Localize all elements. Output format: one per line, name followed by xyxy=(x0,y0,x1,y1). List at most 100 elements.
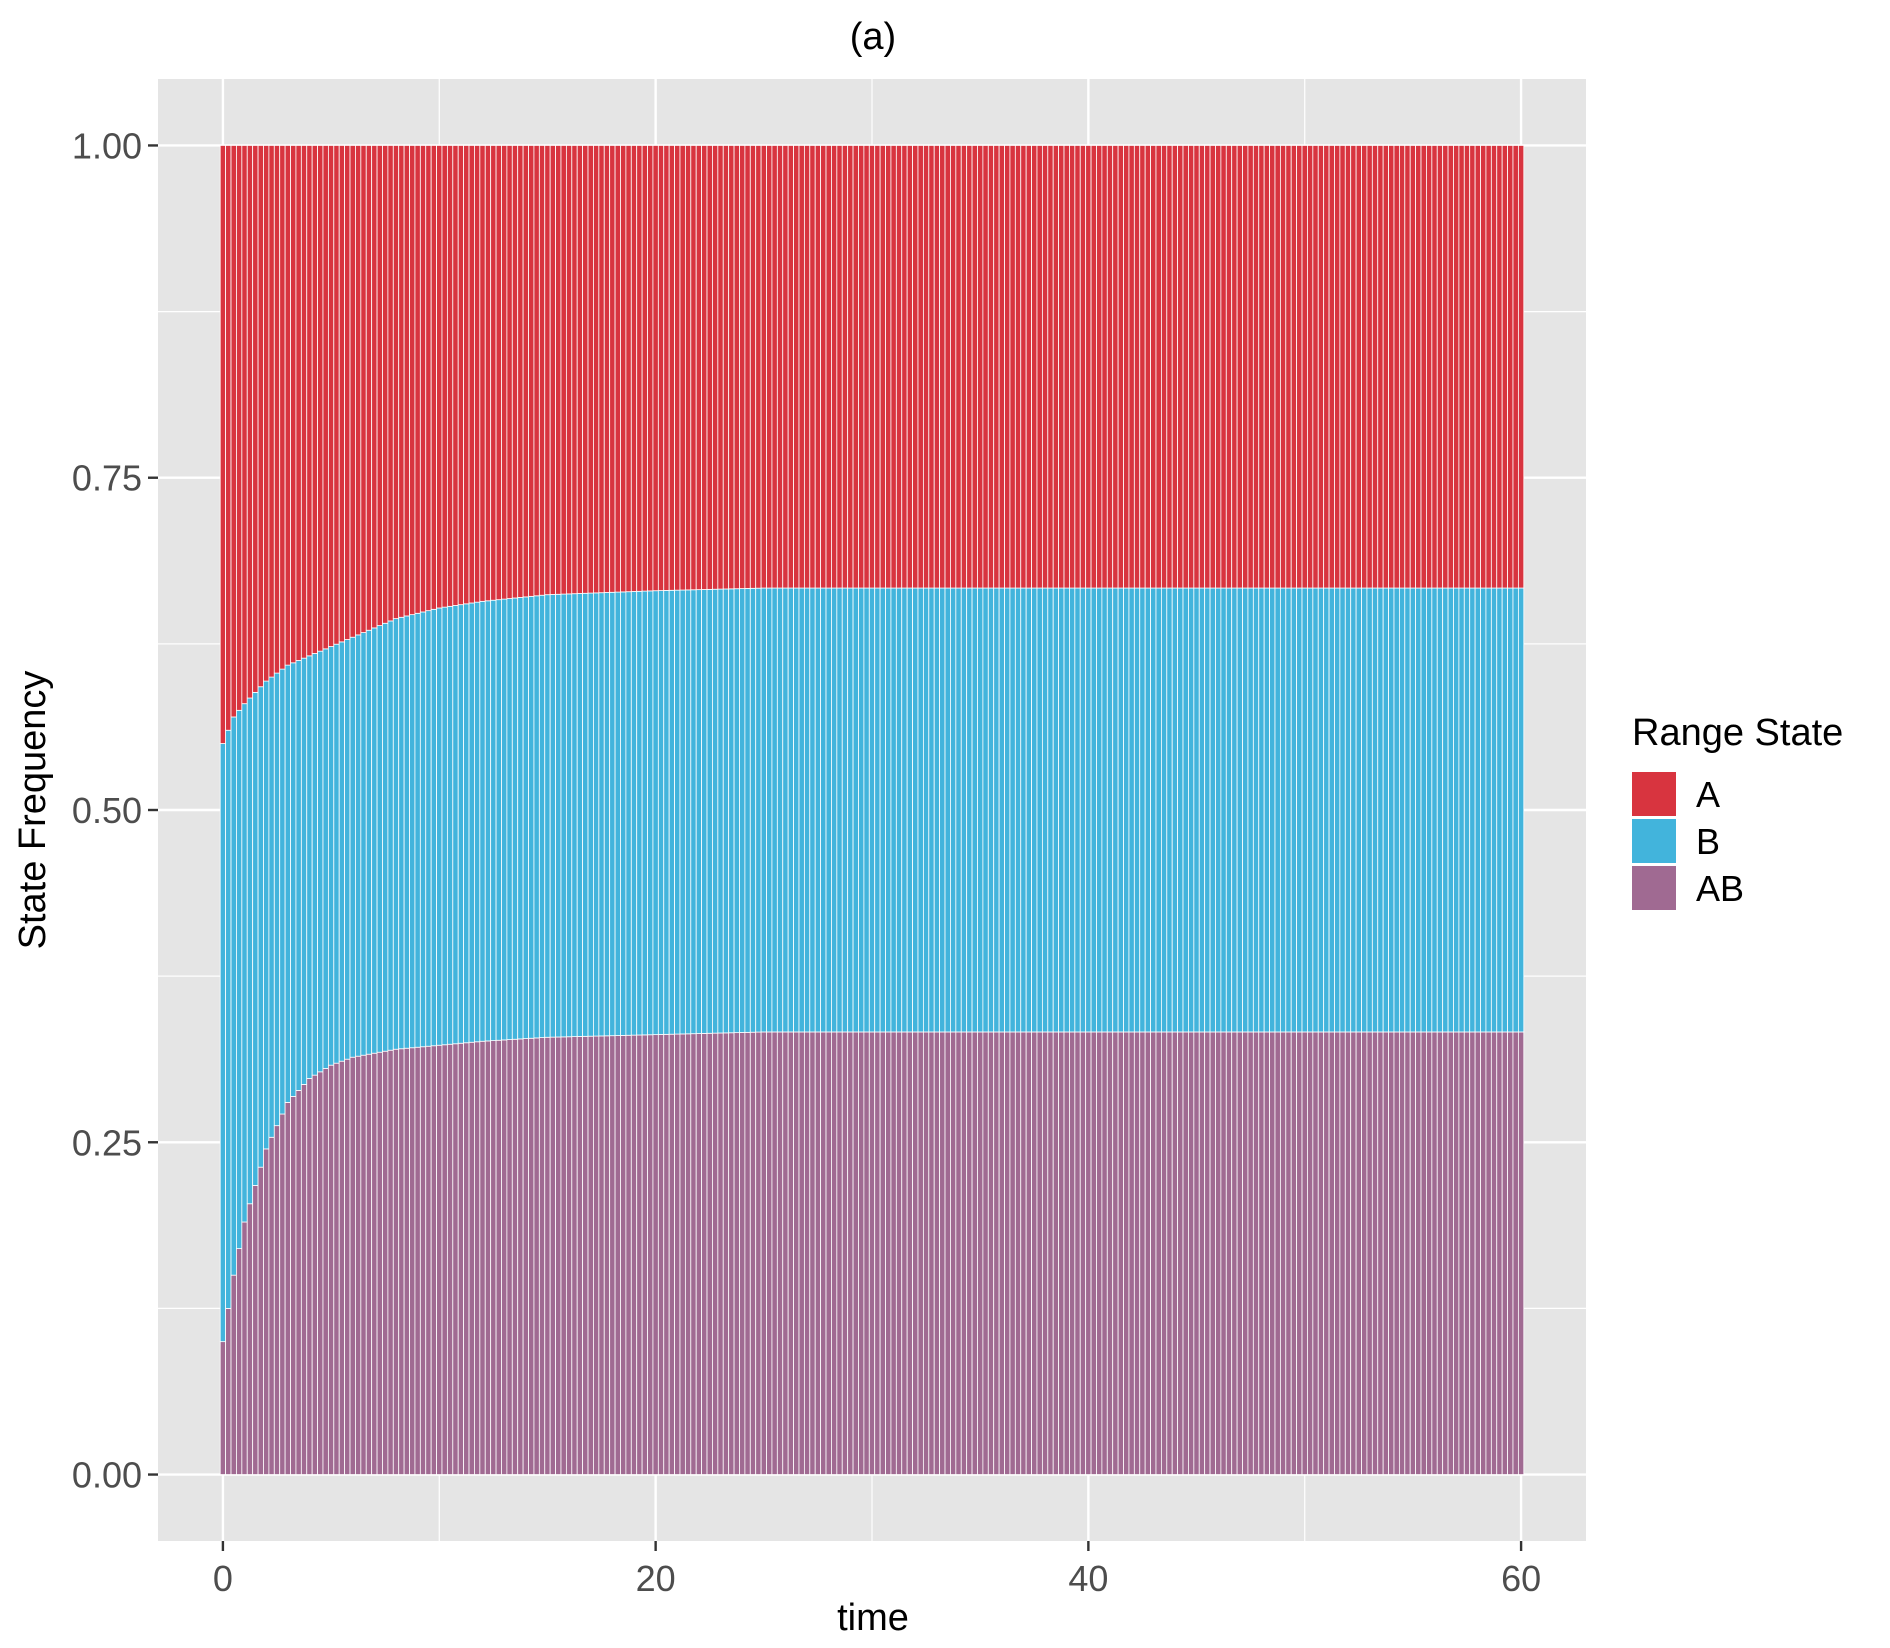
bar-segment-b xyxy=(971,587,978,1033)
bar-segment-a xyxy=(625,145,632,593)
bar-segment-b xyxy=(1307,587,1314,1033)
bar-segment-b xyxy=(1453,587,1460,1033)
bar-segment-ab xyxy=(630,1034,638,1475)
bar-segment-ab xyxy=(1334,1031,1341,1475)
bar-segment-a xyxy=(1252,145,1260,589)
bar-segment-ab xyxy=(338,1060,346,1475)
bar-segment-ab xyxy=(382,1050,389,1475)
bar-segment-ab xyxy=(868,1031,876,1475)
bar-segment-ab xyxy=(1426,1031,1433,1475)
bar-segment-b xyxy=(1106,587,1114,1033)
bar-segment-ab xyxy=(1004,1031,1011,1475)
bar-segment-ab xyxy=(928,1031,935,1475)
bar-segment-b xyxy=(1036,587,1043,1033)
bar-segment-b xyxy=(1398,587,1406,1033)
bar-segment-b xyxy=(722,588,730,1034)
bar-segment-ab xyxy=(284,1102,291,1475)
bar-segment-ab xyxy=(1171,1031,1179,1475)
bar-segment-a xyxy=(901,145,908,589)
bar-segment-a xyxy=(565,145,573,595)
bar-segment-b xyxy=(511,597,519,1040)
bar-segment-b xyxy=(457,604,465,1044)
bar-segment-b xyxy=(441,606,448,1046)
bar-segment-ab xyxy=(1242,1031,1249,1475)
bar-segment-b xyxy=(544,594,551,1038)
bar-segment-b xyxy=(890,587,897,1033)
bar-segment-a xyxy=(1150,145,1157,589)
bar-segment-ab xyxy=(1252,1031,1260,1475)
bar-segment-a xyxy=(636,145,643,592)
bar-segment-a xyxy=(338,145,346,643)
bar-segment-ab xyxy=(993,1031,1000,1475)
bar-segment-a xyxy=(1020,145,1027,589)
bar-segment-a xyxy=(879,145,886,589)
bar-segment-a xyxy=(609,145,616,593)
bar-segment-a xyxy=(1236,145,1243,589)
bar-segment-b xyxy=(327,646,335,1066)
bar-segment-a xyxy=(966,145,973,589)
bar-segment-a xyxy=(1128,145,1135,589)
bar-segment-a xyxy=(317,145,324,652)
bar-segment-b xyxy=(376,625,383,1053)
bar-segment-a xyxy=(582,145,589,594)
bar-segment-a xyxy=(993,145,1000,589)
bar-segment-a xyxy=(1160,145,1168,589)
bar-segment-ab xyxy=(885,1031,892,1475)
bar-segment-ab xyxy=(479,1040,486,1475)
bar-segment-ab xyxy=(674,1033,681,1475)
bar-segment-b xyxy=(1014,587,1022,1033)
bar-segment-b xyxy=(409,614,416,1049)
bar-segment-b xyxy=(1339,587,1346,1033)
bar-segment-b xyxy=(603,592,611,1037)
bar-segment-b xyxy=(479,600,486,1042)
bar-segment-ab xyxy=(236,1248,243,1475)
bar-segment-a xyxy=(712,145,719,590)
bar-segment-ab xyxy=(1296,1031,1303,1475)
bar-segment-ab xyxy=(441,1044,448,1475)
bar-segment-a xyxy=(344,145,351,640)
bar-segment-b xyxy=(1242,587,1249,1033)
bar-segment-ab xyxy=(263,1148,270,1475)
bar-segment-b xyxy=(474,601,481,1043)
bar-segment-a xyxy=(1247,145,1254,589)
y-tick-label: 0.25 xyxy=(72,1122,142,1163)
bar-segment-b xyxy=(1496,587,1503,1033)
bar-segment-b xyxy=(257,686,264,1168)
bar-segment-b xyxy=(1155,587,1162,1033)
bar-segment-ab xyxy=(468,1041,475,1475)
bar-segment-ab xyxy=(890,1031,897,1475)
bar-segment-ab xyxy=(565,1036,573,1475)
bar-segment-b xyxy=(706,588,713,1034)
bar-segment-ab xyxy=(1247,1031,1254,1475)
bar-segment-b xyxy=(1442,587,1449,1033)
bar-segment-b xyxy=(701,589,708,1034)
bar-segment-a xyxy=(1182,145,1189,589)
bar-segment-a xyxy=(398,145,405,618)
bar-segment-b xyxy=(668,589,675,1035)
bar-segment-ab xyxy=(463,1042,470,1475)
bar-segment-b xyxy=(1447,587,1454,1033)
bar-segment-b xyxy=(944,587,951,1033)
bar-segment-b xyxy=(1290,587,1298,1033)
bar-segment-a xyxy=(1447,145,1454,589)
bar-segment-a xyxy=(695,145,703,591)
bar-segment-b xyxy=(1301,587,1308,1033)
bar-segment-b xyxy=(901,587,908,1033)
bar-segment-ab xyxy=(858,1031,865,1475)
bar-segment-ab xyxy=(306,1078,313,1475)
bar-segment-b xyxy=(268,676,275,1138)
bar-segment-a xyxy=(1415,145,1422,589)
bar-segment-b xyxy=(1274,587,1281,1033)
bar-segment-a xyxy=(755,145,762,589)
bar-segment-a xyxy=(1285,145,1292,589)
bar-segment-b xyxy=(522,596,529,1040)
bar-segment-b xyxy=(863,587,870,1033)
bar-segment-b xyxy=(371,627,378,1054)
bar-segment-b xyxy=(452,605,459,1045)
bar-segment-ab xyxy=(376,1051,383,1475)
bar-segment-b xyxy=(1355,587,1362,1033)
bar-segment-a xyxy=(841,145,849,589)
bar-segment-ab xyxy=(1458,1031,1465,1475)
bar-segment-ab xyxy=(755,1031,762,1475)
